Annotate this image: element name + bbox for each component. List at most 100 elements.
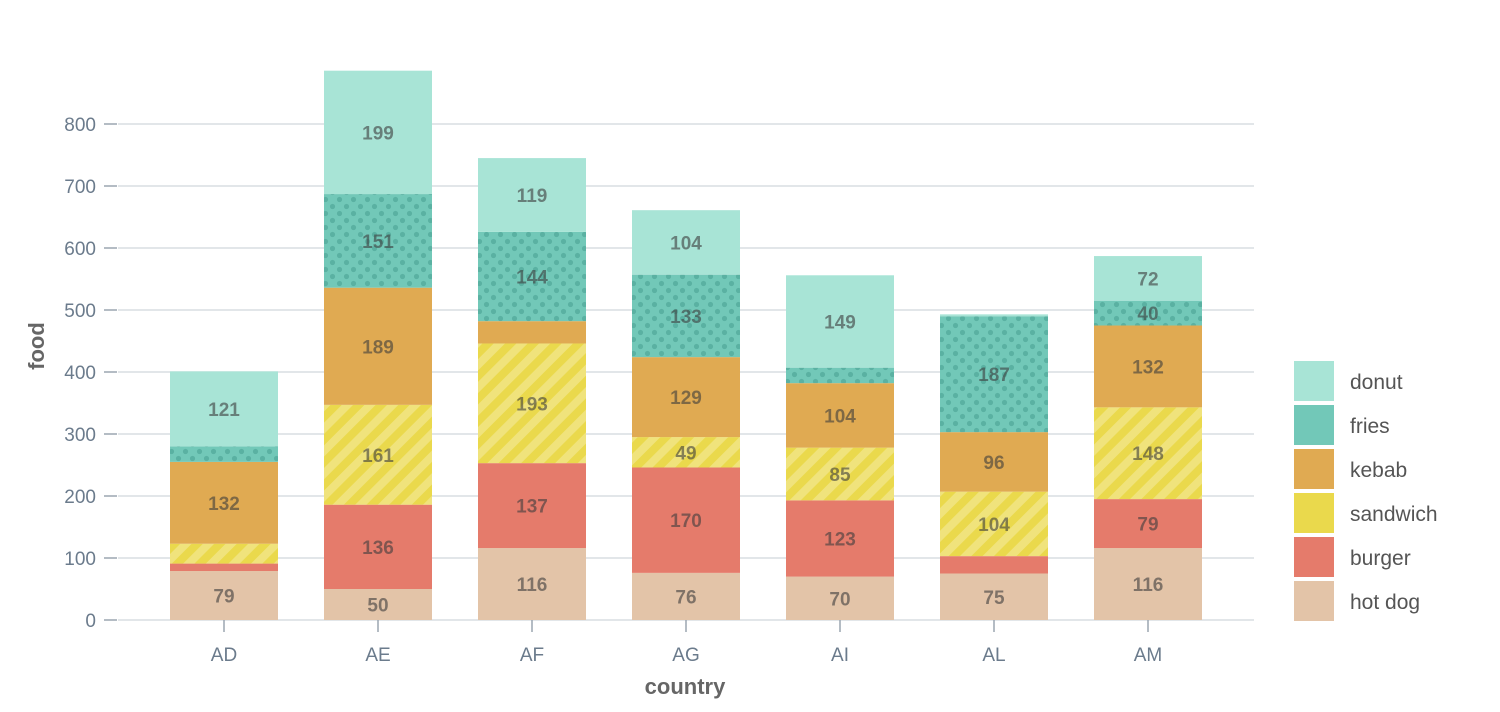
data-label: 133 — [670, 307, 702, 328]
bar-segment-fries — [324, 194, 432, 288]
bar-segment-hot-dog — [786, 576, 894, 620]
data-label: 199 — [362, 123, 394, 144]
bar-segment-burger — [786, 500, 894, 577]
data-label: 40 — [1137, 304, 1158, 325]
data-label: 170 — [670, 511, 702, 532]
data-label: 189 — [362, 337, 394, 358]
x-axis-title: country — [645, 674, 726, 699]
bar-segment-burger — [324, 504, 432, 589]
data-label: 121 — [208, 400, 240, 421]
bar-segment-hot-dog — [478, 548, 586, 620]
data-label: 96 — [983, 453, 1004, 474]
data-label: 50 — [367, 596, 388, 617]
bar-segment-sandwich — [632, 437, 740, 468]
data-label: 123 — [824, 529, 856, 550]
x-tick-label: AM — [1134, 645, 1163, 666]
legend: donut fries kebab sandwich burger hot dog — [1294, 361, 1438, 621]
data-label: 72 — [1137, 269, 1158, 290]
bar-segment-burger — [1094, 499, 1202, 549]
data-label: 132 — [208, 494, 240, 515]
legend-swatch-donut — [1294, 361, 1334, 401]
bar-segment-fries — [632, 274, 740, 358]
data-label: 161 — [362, 446, 394, 467]
y-tick-label: 200 — [64, 487, 96, 508]
bar-segment-sandwich — [786, 447, 894, 501]
bar-segment-burger — [478, 463, 586, 549]
data-label: 49 — [675, 443, 696, 464]
bars — [170, 70, 1202, 620]
bar-segment-kebab — [786, 383, 894, 448]
bar-segment-kebab — [940, 432, 1048, 492]
y-tick-label: 300 — [64, 425, 96, 446]
legend-swatch-hot-dog — [1294, 581, 1334, 621]
bar-segment-donut — [324, 70, 432, 195]
x-tick-label: AI — [831, 645, 849, 666]
bar-segment-burger — [632, 467, 740, 573]
bar-segment-sandwich — [478, 343, 586, 464]
data-label: 70 — [829, 589, 850, 610]
data-label: 79 — [213, 587, 234, 608]
bar-segment-sandwich — [1094, 407, 1202, 500]
data-label: 119 — [517, 186, 548, 207]
bar-segment-donut — [786, 275, 894, 368]
x-axis: AD AE AF AG AI AL AM — [211, 620, 1162, 666]
data-label: 187 — [978, 365, 1010, 386]
bar-segment-hot-dog — [632, 572, 740, 620]
x-tick-label: AF — [520, 645, 544, 666]
legend-swatch-burger — [1294, 537, 1334, 577]
legend-swatch-kebab — [1294, 449, 1334, 489]
data-label: 137 — [516, 497, 548, 518]
bar-segment-fries — [1094, 300, 1202, 326]
data-label: 116 — [517, 575, 548, 596]
data-label: 149 — [824, 312, 856, 333]
y-axis: 0 100 200 300 400 500 600 700 800 — [64, 115, 117, 632]
legend-label: burger — [1350, 547, 1411, 570]
bar-segment-burger — [940, 556, 1048, 574]
data-label: 85 — [829, 465, 851, 486]
y-tick-label: 600 — [64, 239, 96, 260]
data-label: 104 — [824, 406, 856, 427]
data-label: 193 — [516, 394, 548, 415]
legend-label: fries — [1350, 415, 1390, 438]
data-label: 136 — [362, 538, 394, 559]
legend-label: donut — [1350, 371, 1403, 394]
data-label: 79 — [1137, 515, 1158, 536]
y-tick-label: 800 — [64, 115, 96, 136]
bar-segment-kebab — [478, 321, 586, 344]
bar-segment-donut — [170, 371, 278, 447]
bar-segment-sandwich — [170, 543, 278, 564]
legend-swatch-fries — [1294, 405, 1334, 445]
data-label: 132 — [1132, 357, 1164, 378]
bar-segment-sandwich — [324, 404, 432, 505]
legend-swatch-sandwich — [1294, 493, 1334, 533]
y-tick-label: 700 — [64, 177, 96, 198]
x-tick-label: AG — [672, 645, 699, 666]
x-tick-label: AE — [365, 645, 390, 666]
bar-segment-donut — [1094, 256, 1202, 301]
bar-labels: 79 132 121 50 136 161 189 151 199 116 137 193 144 119… — [208, 123, 1164, 616]
data-label: 148 — [1132, 444, 1164, 465]
bar-segment-hot-dog — [170, 571, 278, 620]
bar-segment-sandwich — [940, 491, 1048, 557]
legend-label: kebab — [1350, 459, 1407, 482]
data-label: 75 — [983, 588, 1005, 609]
bar-segment-hot-dog — [940, 573, 1048, 620]
x-tick-label: AL — [982, 645, 1005, 666]
bar-segment-donut — [632, 210, 740, 275]
data-label: 151 — [362, 232, 394, 253]
y-tick-label: 400 — [64, 363, 96, 384]
bar-segment-kebab — [324, 287, 432, 405]
legend-label: sandwich — [1350, 503, 1438, 526]
bar-segment-kebab — [632, 357, 740, 438]
data-label: 129 — [670, 388, 702, 409]
data-label: 104 — [670, 233, 702, 254]
bar-segment-fries — [940, 316, 1048, 433]
y-tick-label: 500 — [64, 301, 96, 322]
bar-segment-fries — [478, 231, 586, 322]
legend-label: hot dog — [1350, 591, 1420, 614]
y-tick-label: 100 — [64, 549, 96, 570]
bar-segment-donut — [478, 158, 586, 232]
bar-segment-kebab — [1094, 325, 1202, 408]
bar-segment-burger — [170, 563, 278, 572]
